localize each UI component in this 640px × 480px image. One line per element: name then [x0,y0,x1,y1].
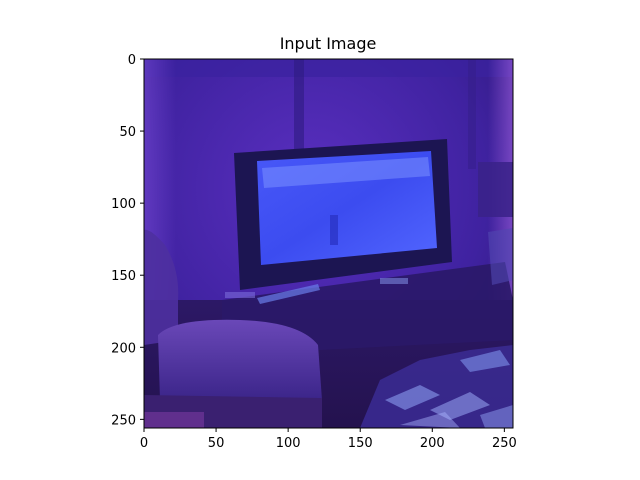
x-tick-label: 250 [492,436,517,451]
y-axis: 0 50 100 150 200 250 [111,53,144,428]
shelf-object [478,162,513,217]
x-axis: 0 50 100 150 200 250 [140,428,517,451]
x-tick-label: 150 [348,436,373,451]
y-tick-label: 250 [111,413,136,428]
y-tick-label: 100 [111,197,136,212]
side-object [488,228,513,285]
y-tick-label: 50 [119,125,136,140]
figure-title: Input Image [280,34,377,53]
stand-item [225,292,255,298]
tv-screen-highlight [262,157,430,188]
clutter-pile [360,345,513,428]
x-tick-label: 100 [276,436,301,451]
armchair-back [144,229,179,345]
x-tick-label: 50 [208,436,225,451]
tv-screen-figure [330,215,338,245]
wall-seam [468,59,476,169]
tv-remote [257,284,320,304]
y-tick-label: 150 [111,269,136,284]
x-tick-label: 0 [140,436,148,451]
input-image [144,59,513,428]
y-tick-label: 200 [111,341,136,356]
floor-rug [144,412,204,428]
ceiling-band [144,59,513,77]
axes-frame [143,58,514,429]
stand-item [380,278,408,284]
wall-seam [294,59,304,159]
y-tick-label: 0 [128,53,136,68]
armchair-seat [158,319,322,403]
x-tick-label: 200 [420,436,445,451]
